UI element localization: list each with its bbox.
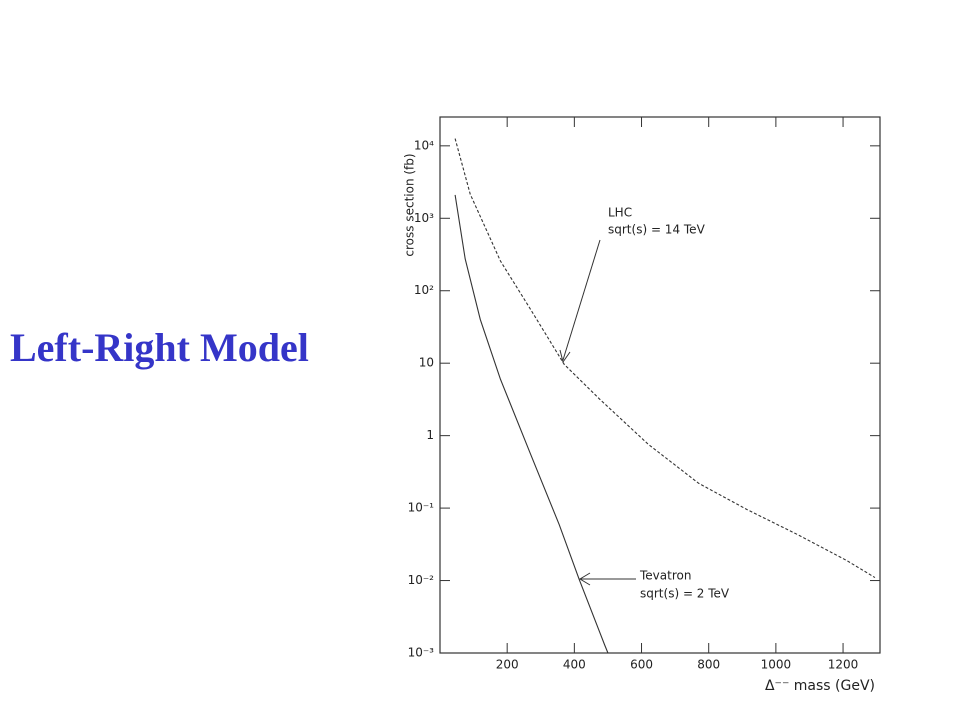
arrow-head (579, 572, 591, 586)
y-tick-label: 10 (419, 356, 434, 370)
annotation: sqrt(s) = 2 TeV (640, 587, 730, 601)
y-tick-label: 1 (426, 428, 434, 442)
y-axis-label: cross section (fb) (403, 153, 417, 256)
y-tick-label: 10⁻³ (408, 646, 435, 660)
x-tick-label: 800 (697, 658, 720, 672)
x-tick-label: 1000 (761, 658, 792, 672)
y-tick-label: 10⁻¹ (408, 501, 435, 515)
x-tick-label: 600 (630, 658, 653, 672)
x-axis-label: Δ⁻⁻ mass (GeV) (765, 678, 875, 694)
y-tick-label: 10² (414, 283, 434, 297)
y-tick-label: 10⁻² (408, 573, 435, 587)
annotation: Tevatron (639, 569, 691, 583)
y-tick-label: 10⁴ (414, 138, 434, 152)
arrow-head (559, 349, 571, 364)
x-tick-label: 200 (496, 658, 519, 672)
plot-frame (439, 116, 881, 654)
x-tick-label: 1200 (828, 658, 859, 672)
annotation: sqrt(s) = 14 TeV (608, 223, 706, 237)
arrow (562, 239, 601, 361)
series-line (454, 138, 876, 579)
series-line (454, 194, 609, 654)
annotation: LHC (608, 206, 632, 220)
slide-title: Left-Right Model (10, 325, 309, 370)
y-tick-label: 10³ (414, 211, 434, 225)
x-tick-label: 400 (563, 658, 586, 672)
